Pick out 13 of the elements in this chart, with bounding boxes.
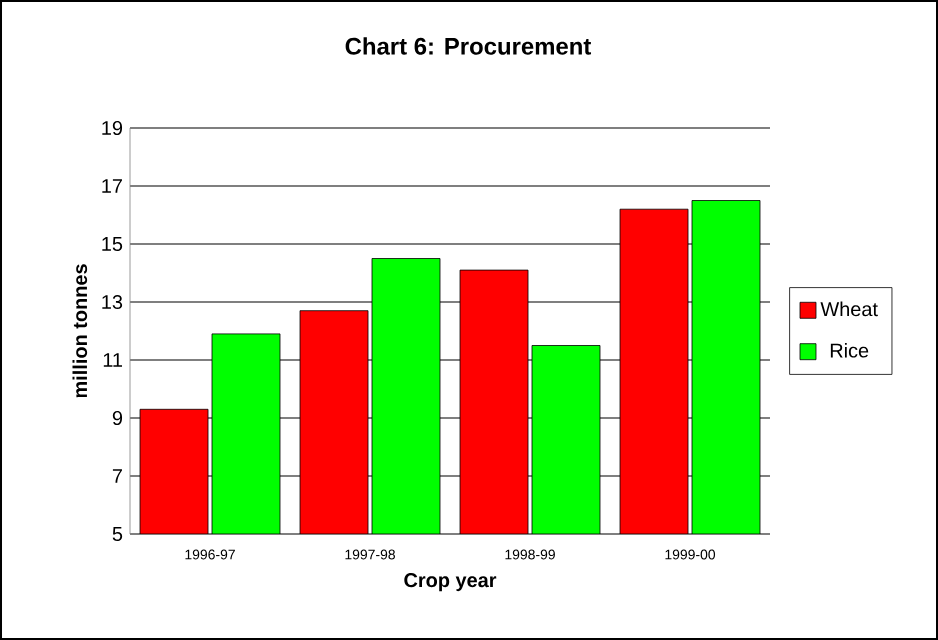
y-tick-label: 5 <box>112 527 123 541</box>
y-tick-label: 15 <box>102 237 123 251</box>
y-tick-label: 13 <box>102 294 123 310</box>
y-tick-label: 7 <box>112 469 122 483</box>
y-tick-label: 19 <box>102 120 123 136</box>
y-axis-title: million tonnes <box>72 264 88 398</box>
x-axis-title: Crop year <box>404 573 497 592</box>
y-tick-label: 17 <box>102 179 122 193</box>
y-tick-label: 11 <box>103 353 123 367</box>
y-tick-label: 9 <box>112 410 123 426</box>
legend-label: Wheat <box>820 301 878 317</box>
chart-title: Chart 6: Procurement <box>345 37 592 55</box>
legend-label: Rice <box>830 342 869 358</box>
